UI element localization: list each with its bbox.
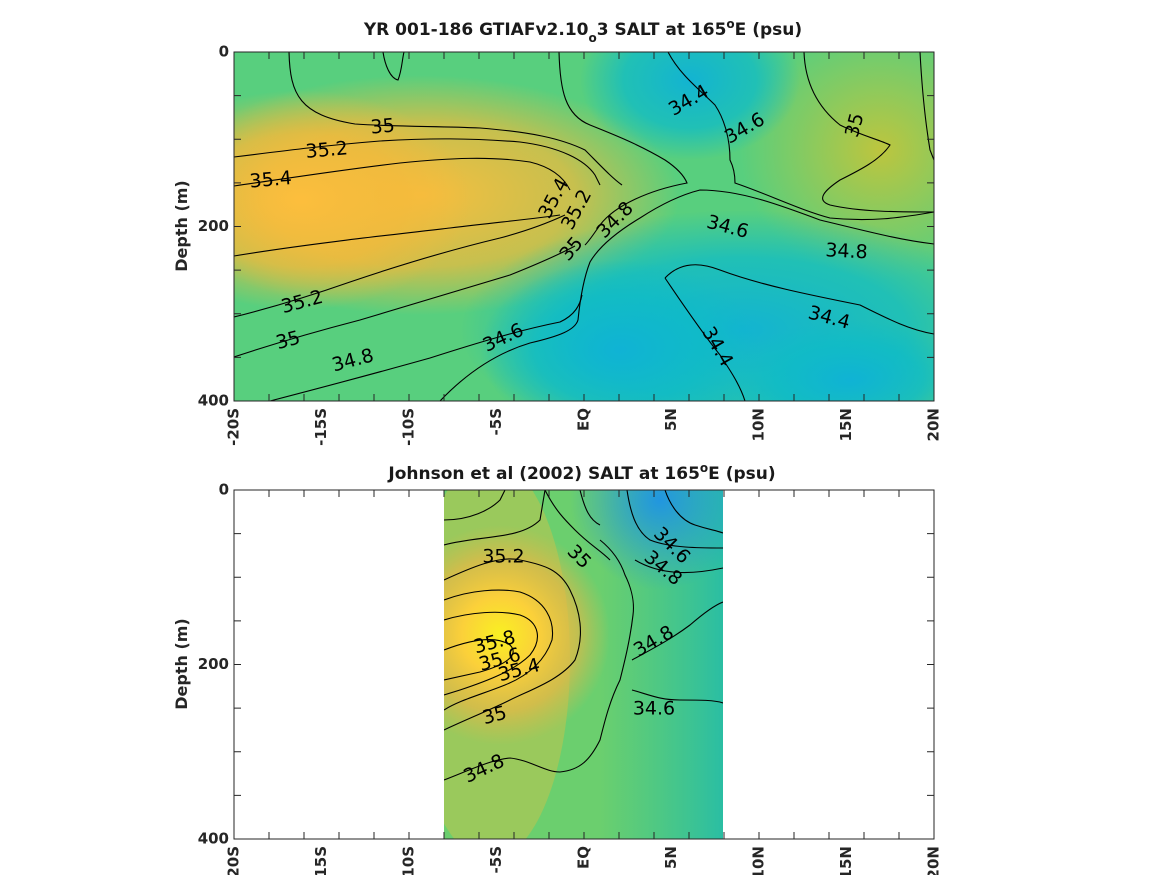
bottom-x-tick-label: -10S bbox=[400, 846, 418, 875]
bottom-contour-label: 34.6 bbox=[633, 697, 675, 719]
top-salinity-field bbox=[234, 52, 934, 401]
top-y-tick-label: 200 bbox=[198, 217, 229, 235]
top-y-tick-label: 0 bbox=[219, 43, 229, 61]
bottom-x-tick-label: 20N bbox=[925, 846, 943, 875]
top-x-tick-label: -20S bbox=[225, 408, 243, 446]
bottom-x-tick-label: 15N bbox=[837, 846, 855, 875]
top-x-tick-label: 20N bbox=[925, 408, 943, 441]
top-x-tick-label: -5S bbox=[487, 408, 505, 435]
bottom-x-tick-label: -15S bbox=[312, 846, 330, 875]
bottom-y-tick-label: 0 bbox=[219, 481, 229, 499]
contour-line bbox=[288, 52, 623, 186]
top-x-tick-label: EQ bbox=[575, 408, 593, 431]
top-panel-title: YR 001-186 GTIAFv2.10o3 SALT at 165oE (p… bbox=[363, 17, 802, 45]
top-contour-label: 35.2 bbox=[305, 137, 349, 163]
top-contour-label-text: 34.8 bbox=[825, 239, 868, 263]
bottom-y-axis-label: Depth (m) bbox=[172, 618, 191, 710]
bottom-contour-label-text: 34.6 bbox=[633, 697, 675, 719]
bottom-x-tick-label: -20S bbox=[225, 846, 243, 875]
bottom-panel: Johnson et al (2002) SALT at 165oE (psu)… bbox=[172, 461, 943, 875]
bottom-x-tick-label: EQ bbox=[575, 846, 593, 869]
top-x-tick-label: 5N bbox=[662, 408, 680, 431]
top-contour-label-text: 35.4 bbox=[249, 167, 293, 193]
top-x-ticks: -20S -15S -10S -5S EQ 5N 10N 15N 20N bbox=[225, 52, 943, 446]
bottom-x-tick-label: 10N bbox=[750, 846, 768, 875]
top-x-tick-label: -10S bbox=[400, 408, 418, 446]
top-x-tick-label: -15S bbox=[312, 408, 330, 446]
top-x-tick-label: 15N bbox=[837, 408, 855, 441]
bottom-x-tick-label: 5N bbox=[662, 846, 680, 869]
bottom-y-tick-label: 400 bbox=[198, 830, 229, 848]
bottom-contour-label: 35.2 bbox=[482, 546, 524, 568]
bottom-panel-title: Johnson et al (2002) SALT at 165oE (psu) bbox=[387, 461, 775, 484]
bottom-x-ticks: -20S -15S -10S -5S EQ 5N 10N 15N 20N bbox=[225, 490, 943, 875]
bottom-salinity-field bbox=[444, 490, 723, 839]
top-contour-label: 35.4 bbox=[249, 167, 293, 193]
top-contour-label-text: 35.2 bbox=[305, 137, 349, 163]
bottom-y-ticks: 0 200 400 bbox=[198, 481, 934, 848]
top-y-tick-label: 400 bbox=[198, 392, 229, 410]
top-contour-label: 35 bbox=[370, 115, 396, 139]
top-contour-label: 34.8 bbox=[825, 239, 868, 263]
top-x-tick-label: 10N bbox=[750, 408, 768, 441]
top-panel: YR 001-186 GTIAFv2.10o3 SALT at 165oE (p… bbox=[172, 17, 943, 446]
top-y-ticks: 0 200 400 bbox=[198, 43, 934, 410]
top-contour-label-text: 35 bbox=[370, 115, 396, 139]
bottom-contour-label-text: 35.2 bbox=[482, 546, 524, 568]
bottom-y-tick-label: 200 bbox=[198, 655, 229, 673]
bottom-x-tick-label: -5S bbox=[487, 846, 505, 873]
top-y-axis-label: Depth (m) bbox=[172, 180, 191, 272]
